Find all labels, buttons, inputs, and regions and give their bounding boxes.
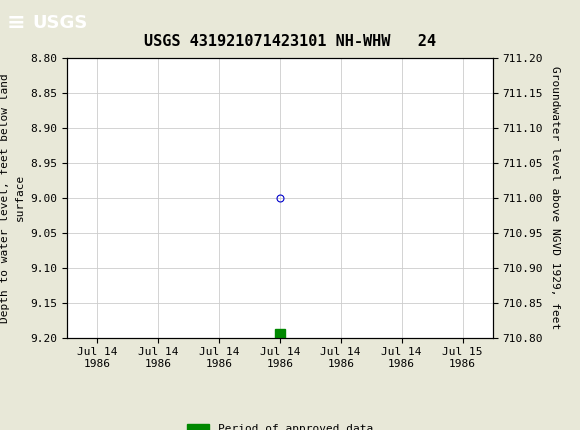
Y-axis label: Depth to water level, feet below land
surface: Depth to water level, feet below land su… [1, 73, 24, 322]
Text: ≡: ≡ [7, 12, 26, 33]
Bar [275, 329, 285, 340]
Text: USGS: USGS [32, 14, 87, 31]
Legend: Period of approved data: Period of approved data [182, 419, 378, 430]
Y-axis label: Groundwater level above NGVD 1929, feet: Groundwater level above NGVD 1929, feet [550, 66, 560, 329]
Text: USGS 431921071423101 NH-WHW   24: USGS 431921071423101 NH-WHW 24 [144, 34, 436, 49]
